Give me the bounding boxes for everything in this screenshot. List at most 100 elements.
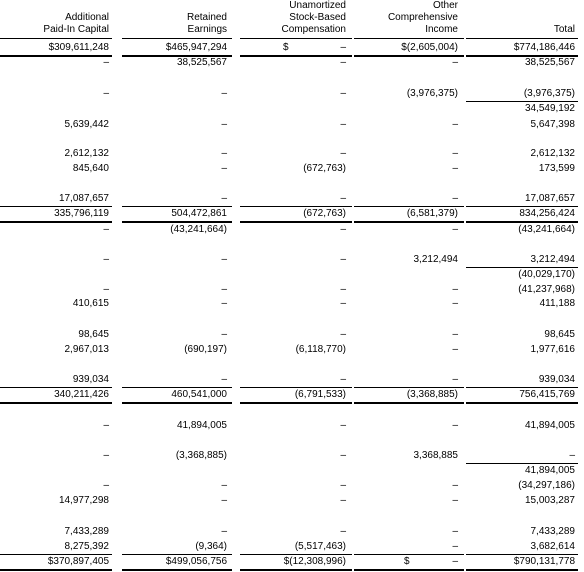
header-unamortized-comp: Unamortized Stock-Based Compensation — [245, 0, 346, 36]
table-cell: – — [221, 148, 227, 159]
table-cell: – — [340, 148, 346, 159]
balance-rule — [0, 569, 112, 571]
table-cell: 38,525,567 — [524, 57, 575, 68]
header-line: Other — [432, 0, 458, 11]
header-rule — [466, 38, 578, 39]
table-cell: – — [340, 57, 346, 68]
header-line: Compensation — [281, 24, 346, 35]
balance-rule — [240, 221, 352, 223]
table-cell: – — [340, 374, 346, 385]
table-cell: 939,034 — [72, 374, 109, 385]
balance-rule — [240, 569, 352, 571]
table-cell: (40,029,170) — [518, 269, 575, 280]
table-row: 2,612,132 – – – 2,612,132 — [0, 148, 584, 160]
table-cell: 504,472,861 — [171, 208, 227, 219]
table-cell: – — [340, 193, 346, 204]
table-cell: – — [340, 254, 346, 265]
table-cell: – — [340, 224, 346, 235]
table-cell: 3,682,614 — [530, 541, 576, 552]
balance-rule — [122, 55, 232, 57]
table-cell: – — [221, 374, 227, 385]
table-row: 5,639,442 – – – 5,647,398 — [0, 119, 584, 131]
table-cell: $309,611,248 — [48, 42, 109, 53]
section-rule — [122, 206, 232, 207]
table-cell: (43,241,664) — [170, 224, 227, 235]
table-cell: 98,645 — [78, 329, 109, 340]
table-cell: 410,615 — [72, 298, 109, 309]
table-cell: 41,894,005 — [524, 465, 575, 476]
currency-symbol: $ — [404, 556, 410, 567]
table-cell: – — [103, 57, 109, 68]
table-cell: – — [221, 119, 227, 130]
table-cell: 2,612,132 — [64, 148, 110, 159]
balance-rule — [240, 402, 352, 404]
table-cell: – — [340, 450, 346, 461]
table-cell: – — [452, 224, 458, 235]
table-cell: (6,581,379) — [406, 208, 458, 219]
table-cell: 15,003,287 — [524, 495, 575, 506]
table-cell: – — [221, 495, 227, 506]
section-rule — [466, 387, 578, 388]
table-cell: – — [452, 420, 458, 431]
table-cell: $790,131,778 — [513, 556, 575, 567]
section-rule — [0, 554, 112, 555]
balance-rule — [122, 569, 232, 571]
table-row: 41,894,005 — [0, 465, 584, 477]
table-cell: (43,241,664) — [518, 224, 575, 235]
table-row: 340,211,426 460,541,000 (6,791,533) (3,368,… — [0, 389, 584, 401]
table-cell: $(2,605,004) — [401, 42, 458, 53]
header-line: Retained — [186, 12, 227, 23]
table-row: 14,977,298 – – – 15,003,287 — [0, 495, 584, 507]
table-cell: 173,599 — [538, 163, 575, 174]
table-cell: – — [452, 495, 458, 506]
table-row: 939,034 – – – 939,034 — [0, 374, 584, 386]
table-row: – – – – (34,297,186) — [0, 480, 584, 492]
table-cell: 41,894,005 — [176, 420, 227, 431]
header-line: Additional — [65, 12, 109, 23]
table-cell: – — [340, 88, 346, 99]
table-cell: – — [452, 284, 458, 295]
table-cell: – — [221, 88, 227, 99]
table-cell: – — [221, 193, 227, 204]
table-cell: 411,188 — [539, 298, 575, 309]
table-row: 845,640 – (672,763) – 173,599 — [0, 163, 584, 175]
table-cell: 17,087,657 — [58, 193, 109, 204]
table-cell: – — [221, 329, 227, 340]
table-row: 8,275,392 (9,364) (5,517,463) – 3,682,614 — [0, 541, 584, 553]
table-cell: – — [452, 193, 458, 204]
table-cell: 939,034 — [538, 374, 575, 385]
header-line: Paid-In Capital — [43, 24, 109, 35]
table-cell: 335,796,119 — [54, 208, 109, 219]
table-cell: 3,368,885 — [413, 450, 459, 461]
balance-rule — [122, 402, 232, 404]
table-cell: 845,640 — [72, 163, 109, 174]
table-cell: 8,275,392 — [64, 541, 110, 552]
table-row: 410,615 – – – 411,188 — [0, 298, 584, 310]
table-cell: – — [452, 526, 458, 537]
table-cell: 460,541,000 — [171, 389, 227, 400]
table-cell: (672,763) — [303, 163, 346, 174]
section-rule — [0, 206, 112, 207]
table-cell: – — [103, 420, 109, 431]
table-cell: – — [340, 298, 346, 309]
header-additional-paid-in-capital: Additional Paid-In Capital — [0, 12, 109, 36]
section-rule — [240, 387, 352, 388]
table-cell: – — [221, 298, 227, 309]
balance-rule — [0, 221, 112, 223]
table-cell: – — [452, 119, 458, 130]
header-rule — [122, 38, 232, 39]
table-cell: – — [103, 254, 109, 265]
table-cell: – — [103, 88, 109, 99]
table-cell: – — [103, 284, 109, 295]
table-row: – (3,368,885) – 3,368,885 – — [0, 450, 584, 462]
table-cell: – — [340, 526, 346, 537]
balance-rule — [466, 221, 578, 223]
section-rule — [122, 554, 232, 555]
table-cell: – — [340, 329, 346, 340]
header-rule — [240, 38, 352, 39]
table-cell: 756,415,769 — [519, 389, 575, 400]
table-row: 335,796,119 504,472,861 (672,763) (6,581,37… — [0, 208, 584, 220]
table-cell: 2,612,132 — [530, 148, 576, 159]
header-rule — [0, 38, 112, 39]
